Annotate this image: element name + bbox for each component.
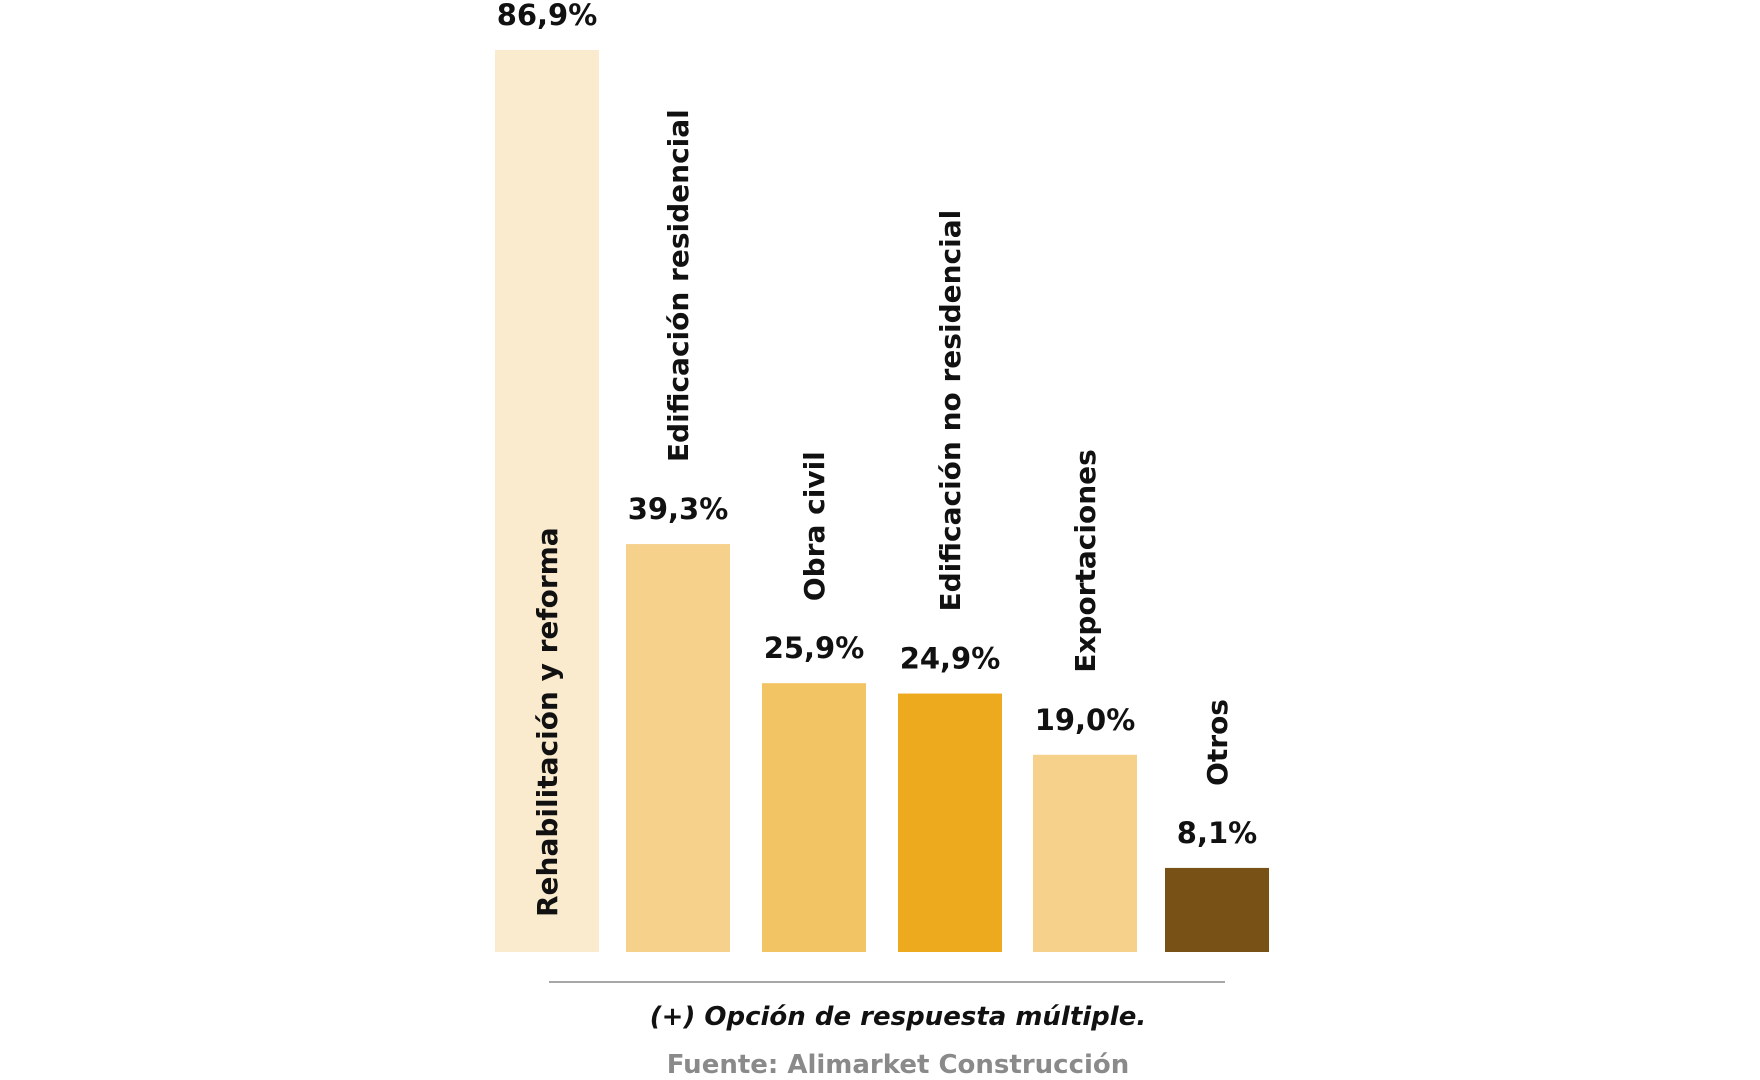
bar-4 xyxy=(1033,754,1137,952)
category-label-0: Rehabilitación y reforma xyxy=(531,527,564,917)
value-label-1: 39,3% xyxy=(628,492,729,526)
source-text: Fuente: Alimarket Construcción xyxy=(667,1050,1130,1080)
bar-5 xyxy=(1165,867,1269,952)
category-label-3: Edificación no residencial xyxy=(934,210,967,612)
value-label-2: 25,9% xyxy=(764,631,865,665)
value-label-3: 24,9% xyxy=(900,642,1001,676)
category-label-2: Obra civil xyxy=(798,451,831,601)
bar-3 xyxy=(898,693,1002,952)
bar-2 xyxy=(762,683,866,952)
value-label-0: 86,9% xyxy=(497,0,598,32)
labels-group: 86,9% Rehabilitación y reforma 39,3% Edific… xyxy=(497,0,1258,917)
bar-0 xyxy=(495,50,599,952)
category-label-1: Edificación residencial xyxy=(662,109,695,462)
bars-group xyxy=(495,50,1269,952)
value-label-5: 8,1% xyxy=(1177,816,1257,850)
bar-1 xyxy=(626,544,730,952)
footnote-text: (+) Opción de respuesta múltiple. xyxy=(650,1002,1146,1032)
category-label-4: Exportaciones xyxy=(1069,449,1102,673)
value-label-4: 19,0% xyxy=(1035,703,1136,737)
category-label-5: Otros xyxy=(1201,699,1234,786)
